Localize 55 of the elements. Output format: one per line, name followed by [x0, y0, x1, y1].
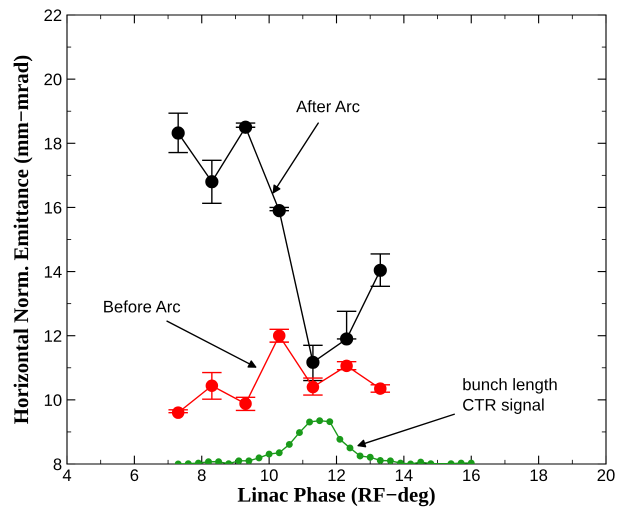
- x-tick-label: 4: [62, 469, 72, 481]
- point: [276, 449, 283, 456]
- point: [172, 126, 185, 140]
- point: [256, 454, 262, 462]
- point: [417, 458, 424, 464]
- point: [215, 458, 222, 464]
- point: [206, 379, 218, 392]
- point: [326, 418, 334, 426]
- x-tick-label: 16: [463, 469, 480, 482]
- point: [239, 397, 252, 410]
- point: [306, 356, 320, 369]
- point: [235, 457, 242, 464]
- point: [316, 417, 324, 424]
- point: [374, 264, 387, 277]
- x-tick-label: 12: [328, 469, 345, 481]
- point: [336, 436, 344, 443]
- y-tick-label: 22: [44, 9, 62, 22]
- point: [374, 382, 387, 395]
- point: [286, 440, 293, 448]
- x-tick-label: 6: [130, 469, 138, 482]
- y-tick-label: 20: [44, 74, 62, 86]
- point: [376, 457, 384, 464]
- point: [272, 329, 286, 342]
- point: [205, 458, 212, 464]
- point: [205, 175, 218, 188]
- point: [245, 457, 252, 464]
- y-axis-title: Horizontal Norm. Emittance (mm−mrad): [14, 56, 32, 424]
- point: [340, 332, 354, 346]
- point: [266, 450, 273, 458]
- annotation: bunch length CTR signal: [463, 378, 557, 414]
- point: [172, 406, 184, 419]
- point: [356, 452, 364, 460]
- point: [366, 454, 374, 461]
- x-tick-label: 18: [530, 469, 548, 482]
- x-tick-label: 20: [598, 469, 615, 482]
- annotation: After Arc: [296, 100, 360, 112]
- x-tick-label: 14: [396, 469, 413, 481]
- y-tick-label: 16: [44, 202, 62, 214]
- annotation: Before Arc: [104, 300, 180, 313]
- y-tick-label: 8: [54, 458, 62, 470]
- point: [340, 360, 353, 372]
- point: [296, 429, 303, 436]
- y-tick-label: 10: [44, 394, 62, 406]
- x-tick-label: 10: [261, 469, 278, 482]
- x-axis-title: Linac Phase (RF−deg): [238, 487, 435, 506]
- point: [272, 204, 286, 218]
- y-tick-label: 14: [44, 266, 62, 278]
- x-tick-label: 8: [198, 469, 206, 482]
- point: [306, 380, 320, 394]
- y-tick-label: 18: [44, 138, 62, 150]
- point: [238, 120, 252, 134]
- point: [386, 457, 394, 464]
- y-tick-label: 12: [44, 330, 62, 342]
- point: [346, 444, 354, 452]
- point: [306, 418, 314, 426]
